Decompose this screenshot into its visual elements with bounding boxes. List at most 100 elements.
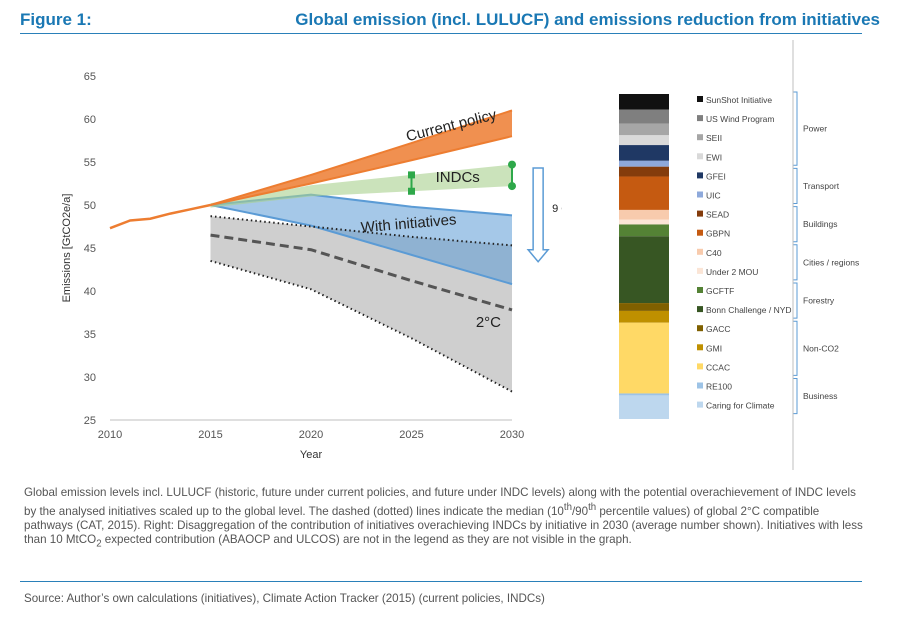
legend-label: Bonn Challenge / NYD — [706, 305, 792, 315]
group-bracket — [793, 320, 798, 376]
two-degree-label: 2°C — [476, 314, 501, 331]
x-axis-title: Year — [300, 449, 323, 461]
two-degree-p90-line — [210, 215, 513, 247]
y-tick-label: 60 — [84, 114, 96, 126]
stack-segment — [619, 145, 669, 161]
stack-segment — [619, 303, 669, 311]
legend-swatch — [697, 267, 703, 274]
stack-segment — [619, 123, 669, 136]
figure-label: Figure 1: — [20, 10, 92, 29]
reduction-arrow — [526, 167, 550, 263]
legend-swatch — [697, 363, 703, 370]
stack-segment — [619, 224, 669, 237]
y-tick-label: 65 — [84, 71, 96, 83]
legend-label: GBPN — [706, 229, 730, 239]
stack-segment — [619, 322, 669, 394]
group-bracket — [793, 244, 798, 281]
legend-label: SunShot Initiative — [706, 95, 772, 105]
stack-segment — [619, 176, 669, 210]
stack-segment — [619, 160, 669, 167]
legend-swatch — [697, 382, 703, 389]
legend-label: RE100 — [706, 382, 732, 392]
group-label: Business — [803, 391, 838, 401]
group-label: Cities / regions — [803, 257, 859, 267]
stack-segment — [619, 135, 669, 146]
indc-range-marker-low — [508, 182, 516, 191]
y-tick-label: 40 — [84, 286, 96, 298]
group-bracket — [793, 167, 798, 204]
legend-swatch — [697, 172, 703, 179]
stack-segment — [619, 166, 669, 177]
x-tick-label: 2030 — [500, 429, 524, 441]
reduction-annotation-label: 9 GtCO2e — [552, 203, 562, 217]
legend-swatch — [697, 96, 703, 102]
stack-segment — [619, 209, 669, 220]
legend-label: SEAD — [706, 210, 729, 220]
legend-label: Caring for Climate — [706, 401, 775, 411]
stack-segment — [619, 310, 669, 323]
x-tick-label: 2020 — [299, 429, 323, 441]
group-label: Buildings — [803, 219, 838, 229]
with-initiatives-lower-line — [210, 204, 513, 286]
source-note: Source: Author’s own calculations (initi… — [24, 592, 545, 605]
legend-label: GFEI — [706, 171, 726, 181]
legend-label: UIC — [706, 191, 721, 201]
y-tick-label: 25 — [84, 415, 96, 427]
y-tick-label: 45 — [84, 243, 96, 255]
legend-label: CCAC — [706, 362, 730, 372]
current-policy-upper-line — [210, 109, 513, 206]
header-rule — [20, 33, 862, 34]
legend-swatch — [697, 401, 703, 408]
legend-swatch — [697, 306, 703, 313]
stack-segment — [619, 219, 669, 225]
y-tick-label: 55 — [84, 157, 96, 169]
legend-swatch — [697, 229, 703, 236]
y-axis-title: Emissions [GtCO2e/a] — [61, 194, 73, 303]
initiatives-stacked-bar-chart: SunShot Initiative US Wind Program SEII EWI… — [619, 40, 859, 470]
group-label: Power — [803, 124, 827, 134]
legend-swatch — [697, 210, 703, 217]
legend-label: GCFTF — [706, 286, 734, 296]
legend-label: GMI — [706, 343, 722, 353]
current-policy-lower-line — [210, 135, 513, 206]
stack-segment — [619, 395, 669, 419]
caption-rule — [20, 581, 862, 582]
stack-segment — [619, 393, 669, 396]
group-label: Forestry — [803, 296, 835, 306]
two-degree-median-line — [210, 233, 513, 312]
legend-swatch — [697, 115, 703, 122]
legend-swatch — [697, 248, 703, 255]
indc-range-marker-low — [408, 187, 415, 195]
group-bracket — [793, 91, 798, 166]
legend-swatch — [697, 287, 703, 293]
x-tick-label: 2025 — [399, 429, 423, 441]
figure-header: Figure 1: Global emission (incl. LULUCF)… — [20, 6, 880, 34]
legend-swatch — [697, 191, 703, 198]
group-bracket — [793, 206, 798, 243]
legend-label: SEII — [706, 133, 722, 143]
indc-range-marker-high — [408, 171, 415, 179]
legend-swatch — [697, 344, 703, 351]
figure-title: Global emission (incl. LULUCF) and emiss… — [295, 10, 880, 29]
y-tick-label: 30 — [84, 372, 96, 384]
stack-segment — [619, 109, 669, 124]
legend-label: Under 2 MOU — [706, 267, 758, 277]
indcs-area — [210, 164, 512, 208]
legend-label: US Wind Program — [706, 114, 775, 124]
legend-label: EWI — [706, 152, 722, 162]
emissions-chart: 2010 2015 2020 2025 2030 25 30 35 40 45 50 55 60 65 Ye… — [61, 71, 562, 461]
figure-caption: Global emission levels incl. LULUCF (his… — [24, 486, 863, 550]
y-tick-label: 35 — [84, 329, 96, 341]
legend-swatch — [697, 134, 703, 141]
x-tick-label: 2015 — [198, 429, 222, 441]
stack-segment — [619, 94, 669, 110]
y-tick-label: 50 — [84, 200, 96, 212]
stack-segment — [619, 236, 669, 304]
indc-range-marker-high — [508, 160, 516, 169]
group-label: Non-CO2 — [803, 343, 839, 353]
x-tick-label: 2010 — [98, 429, 122, 441]
group-label: Transport — [803, 181, 840, 191]
historic-emissions-line — [109, 203, 211, 230]
legend-swatch — [697, 325, 703, 332]
legend-swatch — [697, 153, 703, 160]
